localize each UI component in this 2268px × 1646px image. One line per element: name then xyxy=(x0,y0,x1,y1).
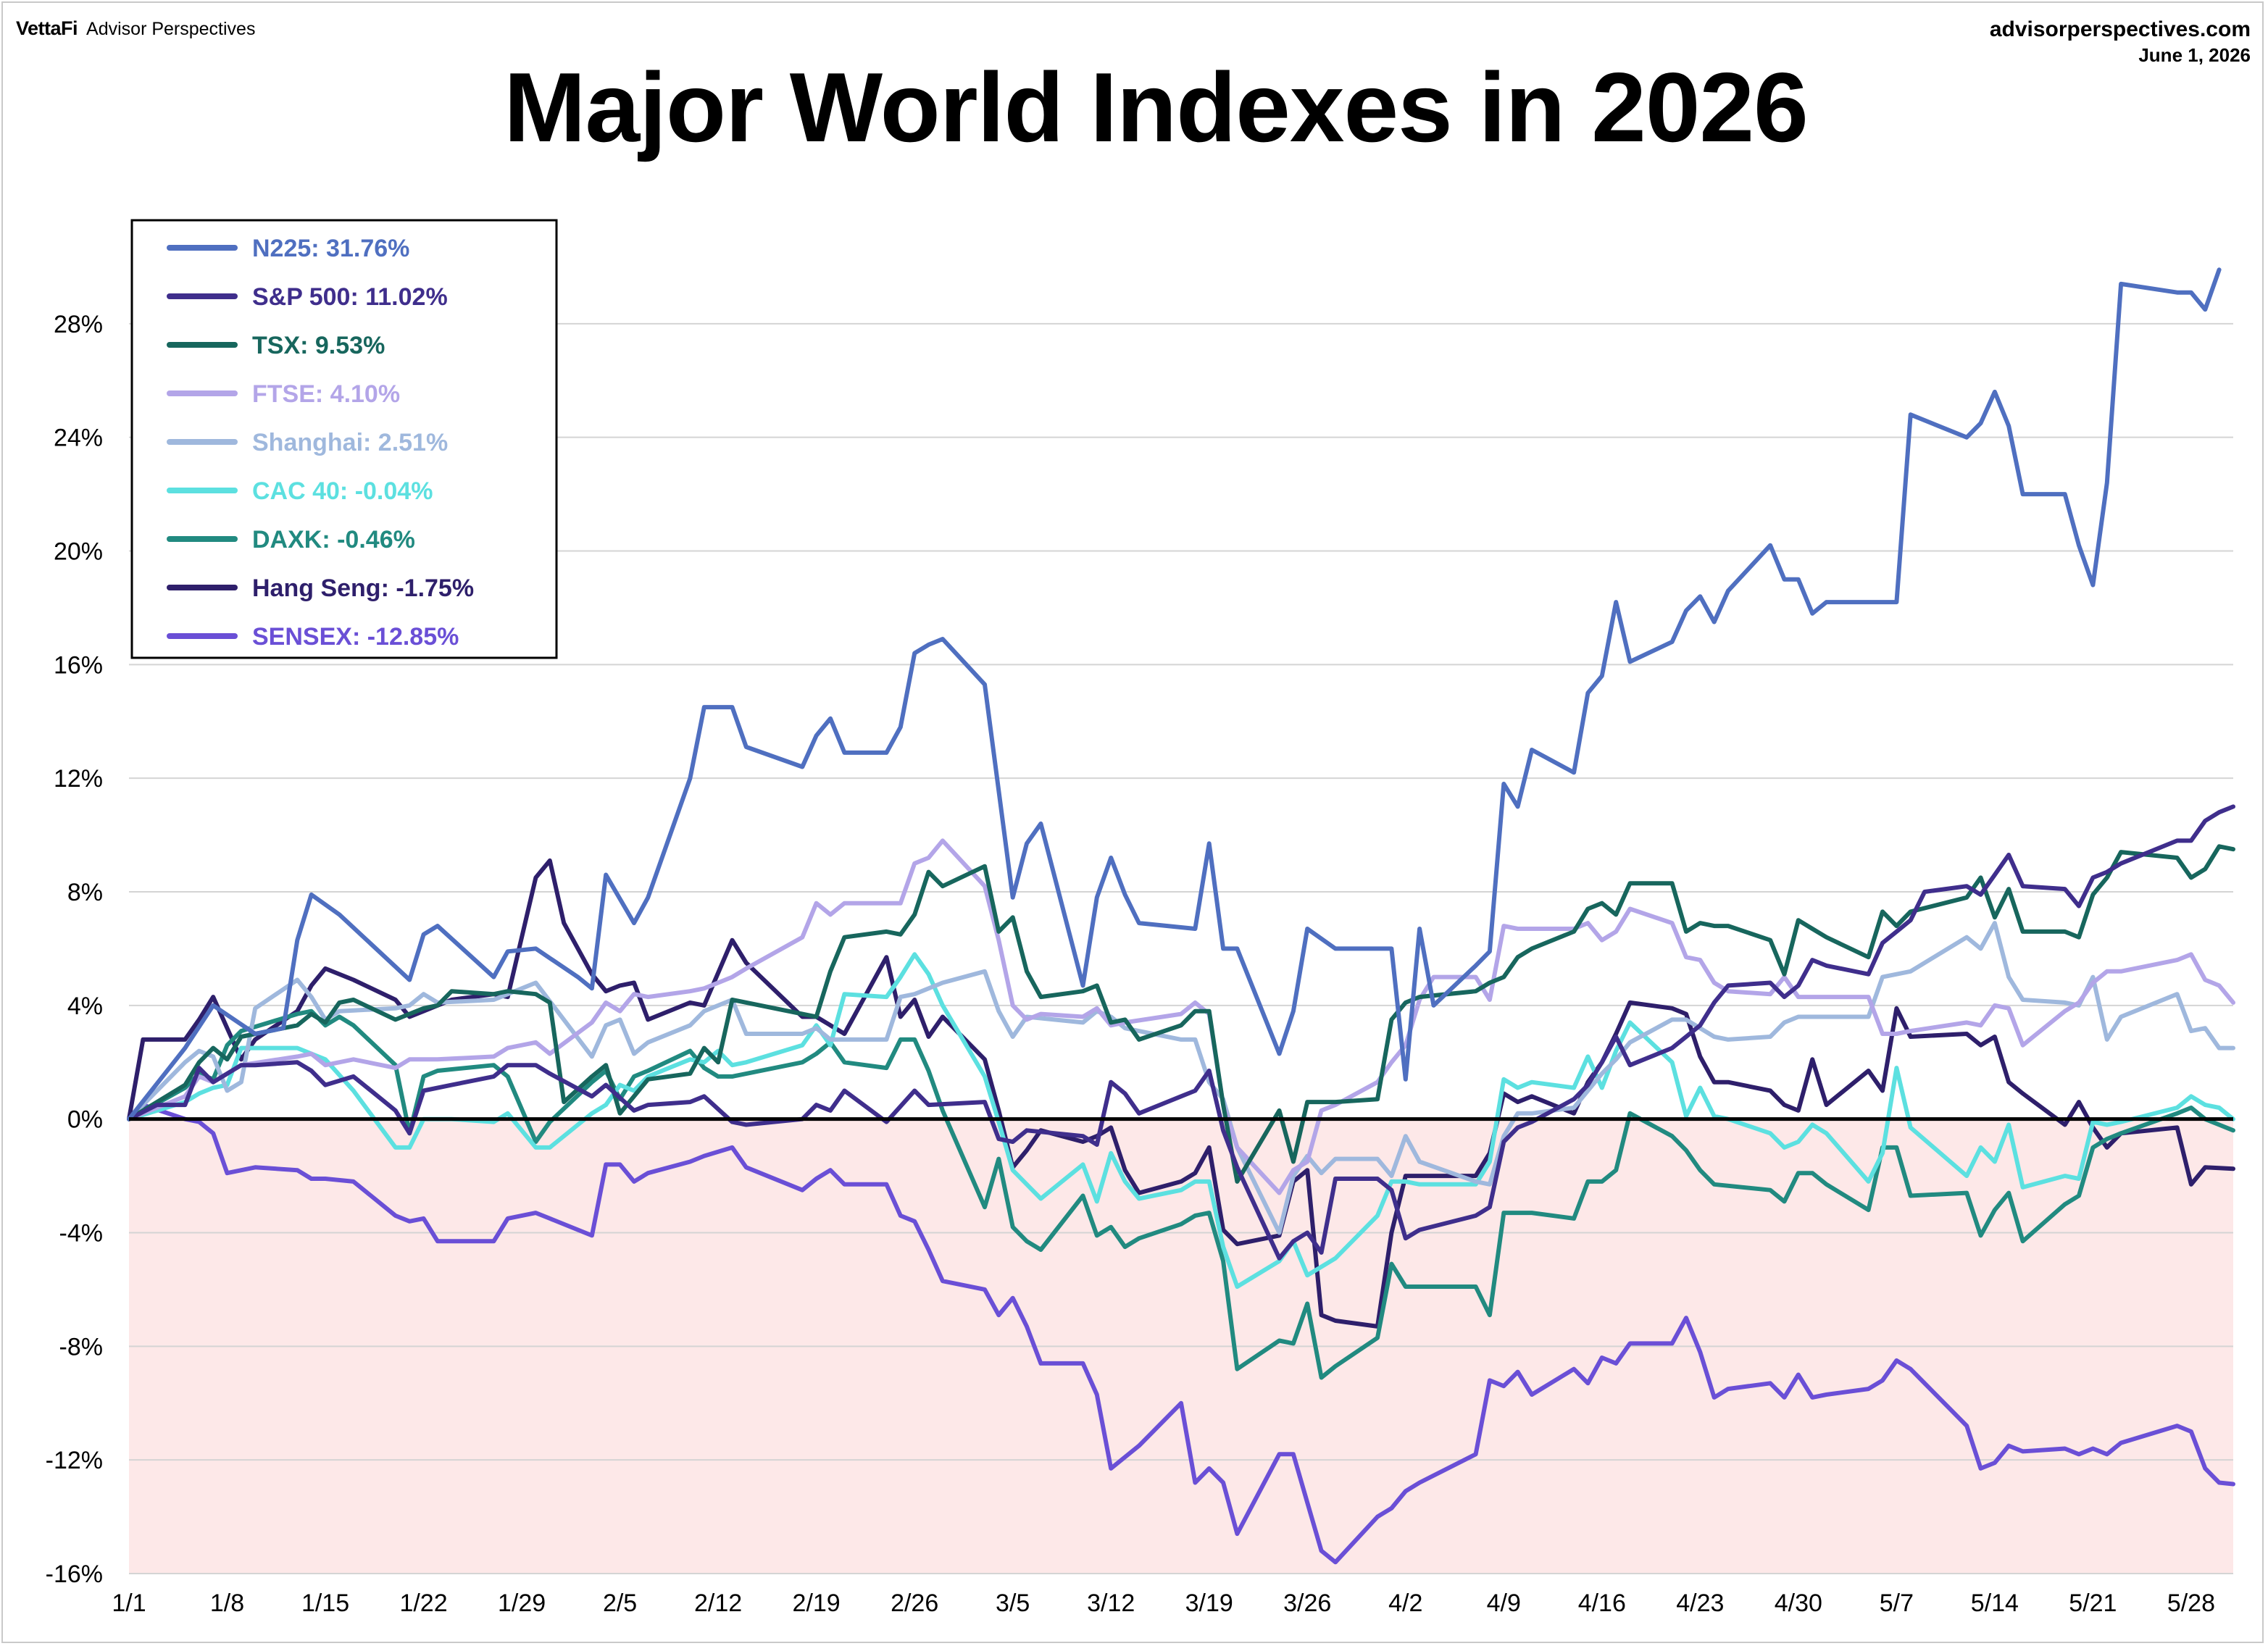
x-tick-label: 4/30 xyxy=(1775,1589,1822,1617)
series-line-sensex xyxy=(127,1103,2235,1565)
legend-entry: Shanghai: 2.51% xyxy=(252,429,448,456)
x-tick-label: 4/16 xyxy=(1578,1589,1626,1617)
y-tick-label: 8% xyxy=(67,879,103,906)
legend-entry: SENSEX: -12.85% xyxy=(252,623,459,651)
chart-date: June 1, 2026 xyxy=(2138,43,2251,66)
x-tick-label: 1/15 xyxy=(301,1589,349,1617)
x-tick-label: 2/12 xyxy=(694,1589,742,1617)
y-tick-label: 24% xyxy=(54,425,103,452)
legend-entry: S&P 500: 11.02% xyxy=(252,283,448,311)
vettafi-logo: VettaFi xyxy=(16,17,78,39)
chart-title: Major World Indexes in 2026 xyxy=(504,52,1809,162)
x-tick-label: 4/2 xyxy=(1388,1589,1422,1617)
series-line-shanghai xyxy=(127,921,2235,1235)
legend-entry: FTSE: 4.10% xyxy=(252,380,400,408)
x-tick-label: 4/9 xyxy=(1487,1589,1521,1617)
axis-labels: 28% 24% 20% 16% 12% 8% 4% 0% -4% -8% -12% -16% 1/1 1/… xyxy=(46,311,2215,1617)
x-tick-label: 5/14 xyxy=(1971,1589,2019,1617)
y-tick-label: 4% xyxy=(67,993,103,1020)
x-tick-label: 2/5 xyxy=(603,1589,637,1617)
legend-entry: N225: 31.76% xyxy=(252,235,409,262)
x-tick-label: 1/22 xyxy=(399,1589,447,1617)
x-tick-label: 1/29 xyxy=(498,1589,546,1617)
x-tick-label: 2/26 xyxy=(891,1589,938,1617)
brand: VettaFi Advisor Perspectives xyxy=(16,17,255,40)
x-tick-label: 1/8 xyxy=(210,1589,244,1617)
x-tick-label: 5/21 xyxy=(2069,1589,2117,1617)
y-tick-label: 20% xyxy=(54,538,103,566)
legend-entry: DAXK: -0.46% xyxy=(252,526,415,553)
legend-entry: CAC 40: -0.04% xyxy=(252,477,433,505)
x-tick-label: 2/19 xyxy=(793,1589,841,1617)
x-tick-label: 3/19 xyxy=(1185,1589,1233,1617)
y-tick-label: -4% xyxy=(59,1220,103,1248)
site-url: advisorperspectives.com xyxy=(1989,17,2251,41)
legend: N225: 31.76% S&P 500: 11.02% TSX: 9.53% FTS… xyxy=(130,219,558,659)
source-info: advisorperspectives.com June 1, 2026 xyxy=(1990,16,2251,67)
y-tick-label: -8% xyxy=(59,1333,103,1361)
x-tick-label: 3/5 xyxy=(996,1589,1030,1617)
y-tick-label: 28% xyxy=(54,311,103,338)
series-line-daxk xyxy=(127,1008,2235,1380)
y-tick-label: 0% xyxy=(67,1106,103,1134)
x-tick-label: 5/7 xyxy=(1880,1589,1914,1617)
y-tick-label: -16% xyxy=(46,1561,103,1588)
x-tick-label: 3/12 xyxy=(1087,1589,1135,1617)
legend-entry: TSX: 9.53% xyxy=(252,332,385,359)
brand-name: Advisor Perspectives xyxy=(86,19,256,39)
series-line-n225 xyxy=(127,267,2222,1121)
y-tick-label: 16% xyxy=(54,651,103,679)
series-line-cac-40 xyxy=(127,952,2235,1289)
series-line-tsx xyxy=(127,844,2235,1184)
y-tick-label: 12% xyxy=(54,765,103,793)
x-tick-label: 3/26 xyxy=(1283,1589,1331,1617)
x-tick-label: 4/23 xyxy=(1676,1589,1724,1617)
x-tick-label: 5/28 xyxy=(2167,1589,2215,1617)
x-tick-label: 1/1 xyxy=(112,1589,146,1617)
series-lines xyxy=(127,267,2235,1565)
series-line-s-p-500 xyxy=(127,804,2235,1261)
legend-entry: Hang Seng: -1.75% xyxy=(252,575,474,602)
y-tick-label: -12% xyxy=(46,1447,103,1474)
series-line-ftse xyxy=(127,838,2235,1195)
